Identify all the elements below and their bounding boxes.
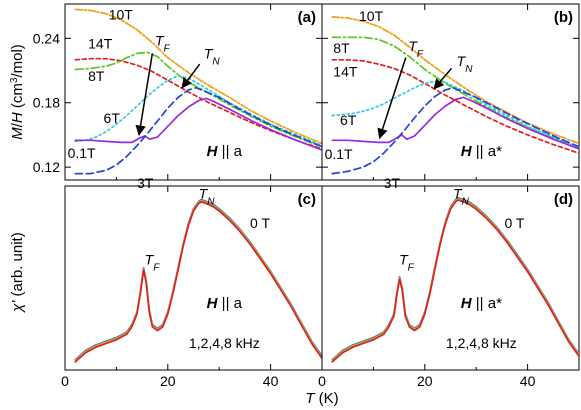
x-tick-label: 0: [61, 373, 69, 389]
series-0-1t-line: [74, 97, 322, 151]
series-label-10t: 10T: [359, 8, 384, 24]
annotation-tf: TF: [155, 32, 171, 54]
series-14t-line: [74, 57, 322, 150]
series-8-khz-line: [74, 200, 322, 363]
field-direction-label: H || a*: [461, 295, 502, 312]
series-label-14t: 14T: [333, 64, 358, 80]
series-3t-line: [331, 86, 579, 175]
frequency-label: 1,2,4,8 kHz: [446, 335, 517, 351]
field-direction-label: H || a: [207, 295, 243, 312]
panel-label: (c): [298, 191, 316, 208]
x-tick-label: 20: [160, 373, 176, 389]
annotation-arrow: [181, 63, 201, 89]
series-6t-line: [331, 80, 579, 149]
y-tick-label: 0.18: [33, 95, 60, 111]
series-label-0-1t: 0.1T: [68, 145, 96, 161]
series-3t-line: [74, 86, 322, 175]
panel-label: (d): [554, 191, 573, 208]
series-label-8t: 8T: [333, 40, 350, 56]
x-tick-label: 40: [263, 373, 279, 389]
series-label-8t: 8T: [88, 68, 105, 84]
panel-c: 0 20 40 TF TN 0 T (c) H || a 1,2,4,8 kHz: [61, 185, 323, 389]
y-axis-title-susceptibility: χ' (arb. unit): [9, 232, 26, 313]
field-direction-label: H || a*: [461, 143, 502, 160]
annotation-arrow: [377, 57, 407, 140]
x-tick-label: 0: [318, 373, 326, 389]
series-label-0-1t: 0.1T: [325, 146, 353, 162]
series-8t-line: [74, 51, 322, 148]
panel-label: (b): [554, 9, 573, 26]
series-8-khz-line: [331, 199, 579, 363]
annotation-tn: TN: [199, 185, 216, 207]
annotation-tf: TF: [408, 38, 424, 60]
annotation-0-t: 0 T: [250, 215, 270, 231]
series-label-14t: 14T: [88, 36, 113, 52]
panel-frame: [321, 185, 580, 371]
annotation-tn: TN: [204, 45, 221, 67]
frequency-label: 1,2,4,8 kHz: [189, 335, 260, 351]
series-6t-line: [74, 75, 322, 147]
annotation-arrow: [135, 53, 154, 136]
panel-frame: [321, 3, 580, 181]
series-8t-line: [331, 36, 579, 149]
series-14t-line: [331, 58, 579, 155]
panel-d: 0 20 40 TF TN 0 T (d) H || a* 1,2,4,8 kHz: [318, 185, 580, 389]
series-label-6t: 6T: [340, 112, 357, 128]
x-axis-title: T (K): [305, 390, 338, 407]
series-label-6t: 6T: [104, 110, 121, 126]
y-tick-label: 0.24: [33, 30, 60, 46]
annotation-arrow: [433, 67, 453, 90]
annotation-tn: TN: [457, 53, 474, 75]
series-label-3t: 3T: [137, 175, 154, 191]
annotation-tn: TN: [453, 185, 470, 207]
field-direction-label: H || a: [207, 143, 243, 160]
y-tick-label: 0.12: [33, 159, 60, 175]
series-10t-line: [74, 8, 322, 145]
y-axis-title-magnetization: M/H (cm3/mol): [9, 44, 27, 140]
x-tick-label: 40: [520, 373, 536, 389]
annotation-tf: TF: [399, 252, 415, 274]
annotation-tf: TF: [145, 252, 161, 274]
panel-b: 10T 8T 14T 6T 0.1T 3T TF TN (b) H || a*: [321, 3, 580, 191]
series-10t-line: [331, 16, 579, 145]
panel-a: 0.12 0.18 0.24 10T 14T 8T 6T 0.1T 3T TF TN (a) H || …: [33, 3, 323, 191]
series-0-1t-line: [331, 96, 579, 150]
panel-frame: [64, 3, 323, 181]
x-tick-label: 20: [417, 373, 433, 389]
panel-label: (a): [298, 9, 316, 26]
series-label-10t: 10T: [109, 7, 134, 23]
annotation-0-t: 0 T: [504, 215, 524, 231]
series-label-3t: 3T: [384, 175, 401, 191]
